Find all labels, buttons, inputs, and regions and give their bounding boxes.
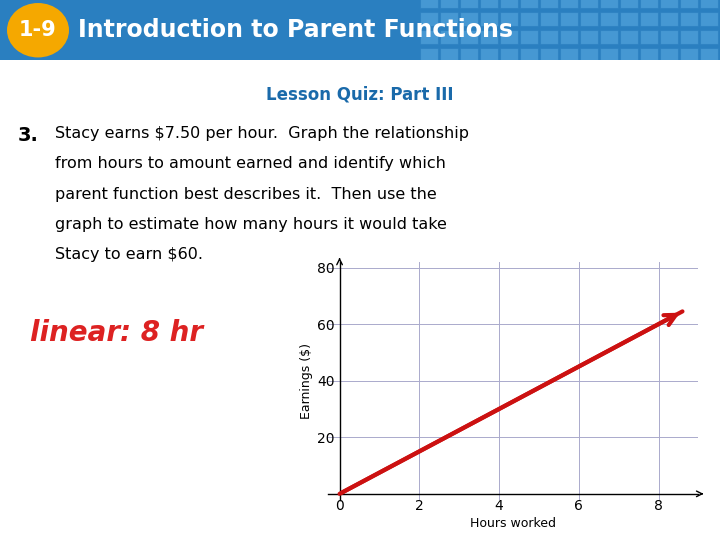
Bar [440,0,458,8]
Bar [600,30,618,44]
Bar [560,30,578,44]
Bar [680,30,698,44]
Bar [700,12,718,26]
Bar [540,30,558,44]
X-axis label: Hours worked: Hours worked [470,517,556,530]
Bar [440,30,458,44]
Bar [420,49,438,63]
Bar [560,0,578,8]
Bar [680,12,698,26]
Bar [480,30,498,44]
Bar [600,12,618,26]
Bar [520,0,538,8]
Bar [460,49,478,63]
Bar [680,49,698,63]
Bar [640,12,658,26]
Bar [420,0,438,8]
Bar [460,12,478,26]
Bar [640,30,658,44]
Bar [520,30,538,44]
Ellipse shape [7,3,69,57]
Bar [500,30,518,44]
Y-axis label: Earnings ($): Earnings ($) [300,343,313,418]
Bar [480,49,498,63]
Text: graph to estimate how many hours it would take: graph to estimate how many hours it woul… [55,217,447,232]
Bar [580,0,598,8]
Bar [640,0,658,8]
Bar [420,30,438,44]
Bar [500,0,518,8]
Bar [540,49,558,63]
Bar [620,30,638,44]
Bar [700,30,718,44]
Bar [560,12,578,26]
Bar [680,0,698,8]
Bar [460,0,478,8]
Bar [480,12,498,26]
Bar [660,30,678,44]
Bar [580,12,598,26]
Bar [540,0,558,8]
Bar [620,12,638,26]
Text: Introduction to Parent Functions: Introduction to Parent Functions [78,18,513,42]
Bar [540,12,558,26]
Bar [520,49,538,63]
Bar [440,12,458,26]
Bar [560,49,578,63]
Bar [700,0,718,8]
Text: Stacy to earn $60.: Stacy to earn $60. [55,247,203,262]
Bar [620,0,638,8]
Bar [660,49,678,63]
Bar [520,12,538,26]
Text: Lesson Quiz: Part III: Lesson Quiz: Part III [266,86,454,104]
Bar [420,12,438,26]
Bar [500,49,518,63]
Bar [580,49,598,63]
Text: Copyright © by Holt Mc Dougal. All Rights Reserved.: Copyright © by Holt Mc Dougal. All Right… [438,518,712,528]
Text: from hours to amount earned and identify which: from hours to amount earned and identify… [55,157,446,171]
Bar [600,0,618,8]
Text: Stacy earns $7.50 per hour.  Graph the relationship: Stacy earns $7.50 per hour. Graph the re… [55,126,469,141]
Bar [700,49,718,63]
Text: parent function best describes it.  Then use the: parent function best describes it. Then … [55,187,437,202]
Bar [620,49,638,63]
Bar [500,12,518,26]
Bar [580,30,598,44]
Text: 1-9: 1-9 [19,20,57,40]
Bar [460,30,478,44]
Bar [440,49,458,63]
Text: linear: 8 hr: linear: 8 hr [30,319,203,347]
Bar [640,49,658,63]
Text: Holt McDougal Algebra 2: Holt McDougal Algebra 2 [8,516,182,529]
Text: 3.: 3. [18,126,39,145]
Bar [660,0,678,8]
Bar [480,0,498,8]
Bar [600,49,618,63]
Bar [660,12,678,26]
